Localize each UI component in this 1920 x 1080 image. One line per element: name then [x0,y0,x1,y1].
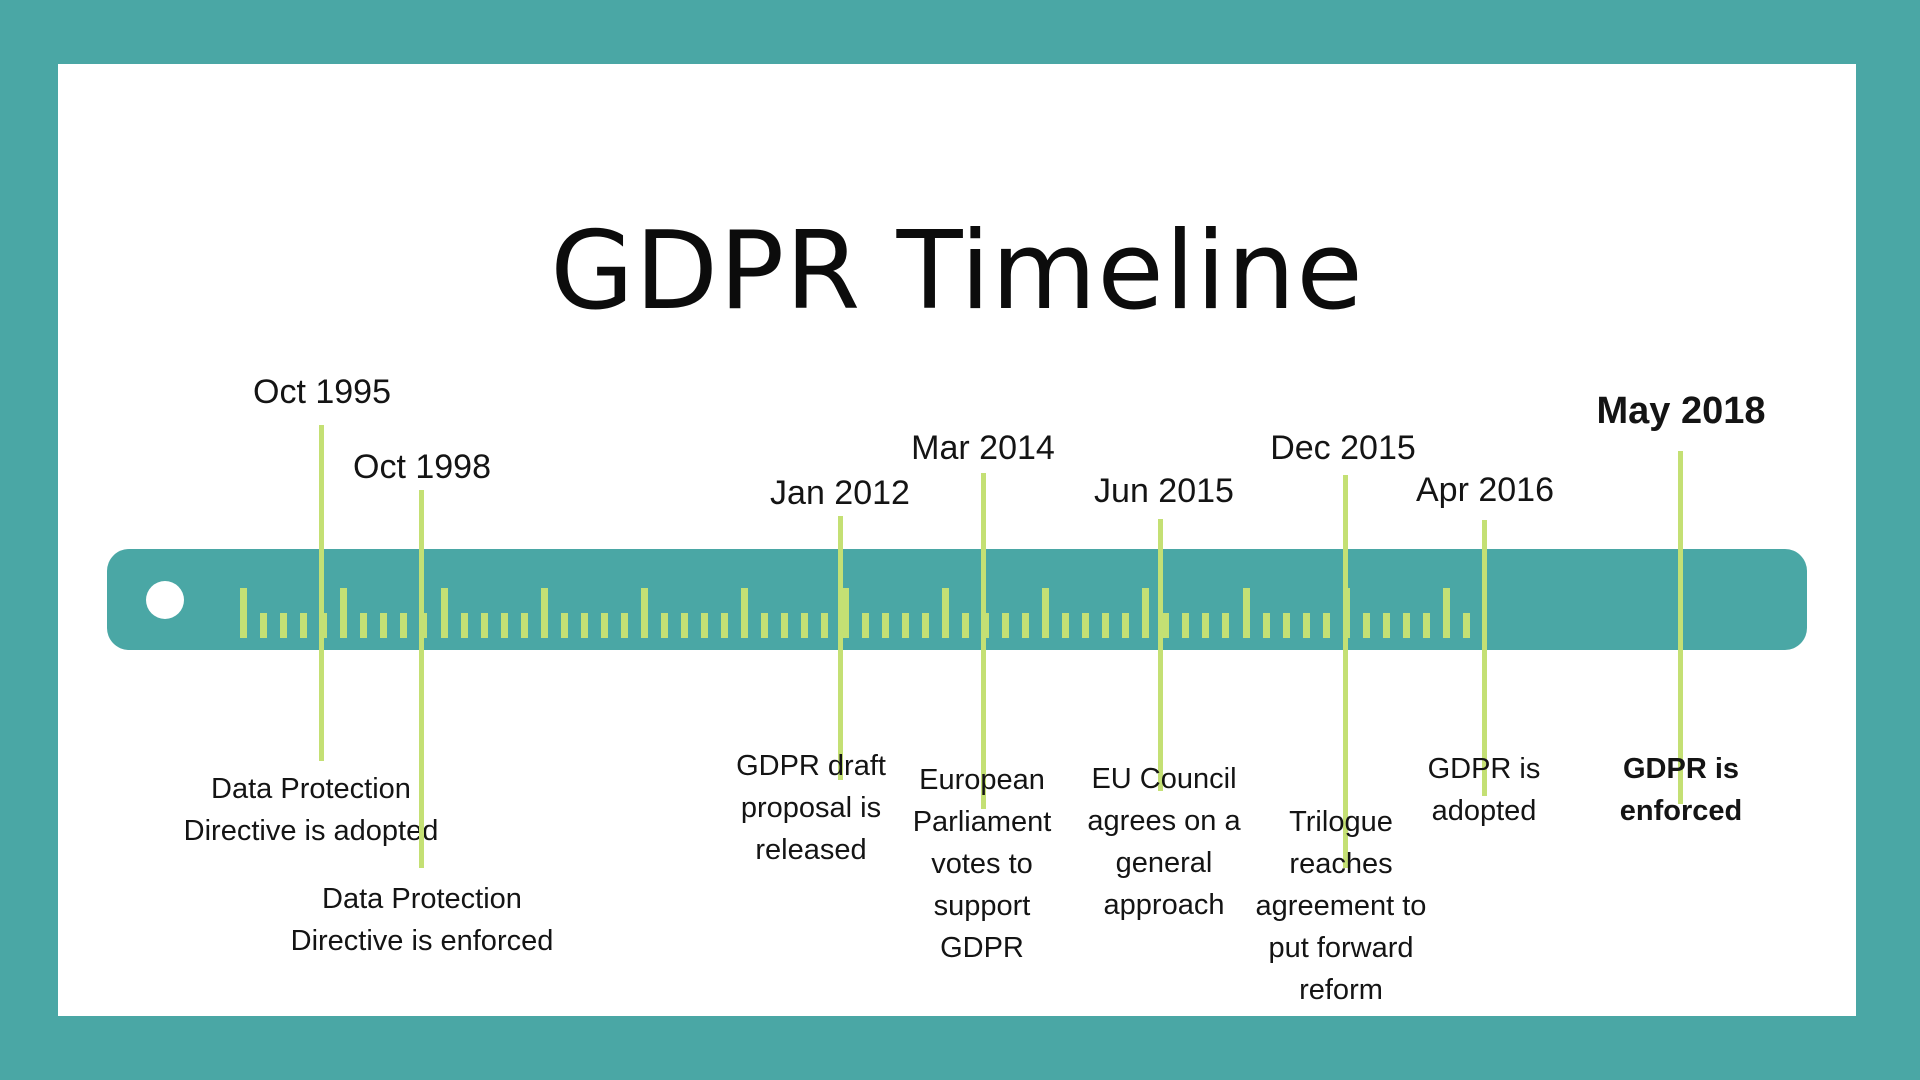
ruler-tick [962,613,969,638]
ruler-tick [1182,613,1189,638]
ruler-tick [420,613,427,638]
ruler-tick [581,613,588,638]
ruler-tick [1283,613,1290,638]
ruler-tick [1363,613,1370,638]
ruler-tick [1243,588,1250,638]
event-date-oct-1998: Oct 1998 [353,448,491,486]
ruler-tick [521,613,528,638]
ruler-tick [882,613,889,638]
event-date-oct-1995: Oct 1995 [253,373,391,411]
ruler-tick [340,588,347,638]
ruler-tick [461,613,468,638]
ruler-tick [621,613,628,638]
ruler-tick [1162,613,1169,638]
ruler-tick [1042,588,1049,638]
ruler-tick [1142,588,1149,638]
ruler-tick [1002,613,1009,638]
ruler-tick [1202,613,1209,638]
ruler-tick [400,613,407,638]
ruler-tick [260,613,267,638]
event-description-oct-1998: Data Protection Directive is enforced [290,883,554,957]
ruler-tick [842,588,849,638]
event-stem-may-2018 [1678,451,1683,804]
event-description-apr-2016: GDPR is adopted [1427,753,1541,827]
event-date-apr-2016: Apr 2016 [1416,471,1554,509]
ruler-tick [661,613,668,638]
ruler-tick [721,613,728,638]
event-stem-oct-1998 [419,490,424,868]
ruler-tick [1323,613,1330,638]
ruler-tick [902,613,909,638]
event-stem-jan-2012 [838,516,843,780]
ruler-tick [360,613,367,638]
event-description-mar-2014: European Parliament votes to support GDP… [912,764,1052,964]
ruler-tick [501,613,508,638]
event-stem-dec-2015 [1343,475,1348,868]
ruler-tick [320,613,327,638]
event-stem-mar-2014 [981,473,986,809]
ruler-tick [741,588,748,638]
ruler-tick [922,613,929,638]
ruler-tick [240,588,247,638]
event-stem-jun-2015 [1158,519,1163,791]
ruler-tick [1102,613,1109,638]
ruler-tick [862,613,869,638]
ruler-tick [1303,613,1310,638]
page-title: GDPR Timeline [550,209,1364,334]
ruler-tick [1222,613,1229,638]
ruler-tick [801,613,808,638]
ruler-tick [781,613,788,638]
ruler-tick [300,613,307,638]
ruler-tick [481,613,488,638]
event-date-mar-2014: Mar 2014 [911,429,1055,467]
event-description-may-2018: GDPR is enforced [1619,753,1743,827]
timeline-start-dot [146,581,184,619]
ruler-tick [280,613,287,638]
ruler-tick [1403,613,1410,638]
ruler-tick [1383,613,1390,638]
ruler-tick [541,588,548,638]
ruler-tick [982,613,989,638]
ruler-tick [681,613,688,638]
event-date-dec-2015: Dec 2015 [1270,429,1416,467]
ruler-tick [441,588,448,638]
event-stem-apr-2016 [1482,520,1487,796]
event-date-jan-2012: Jan 2012 [770,474,910,512]
ruler-tick [1423,613,1430,638]
ruler-tick [1463,613,1470,638]
ruler-tick [1343,588,1350,638]
ruler-tick [601,613,608,638]
event-description-jan-2012: GDPR draft proposal is released [736,750,886,866]
timeline-panel: GDPR Timeline Oct 1995 Data Protection D… [58,64,1856,1016]
event-stem-oct-1995 [319,425,324,761]
event-date-jun-2015: Jun 2015 [1094,472,1234,510]
ruler-tick [1082,613,1089,638]
event-description-dec-2015: Trilogue reaches agreement to put forwar… [1255,806,1427,1006]
ruler-tick [380,613,387,638]
ruler-tick [761,613,768,638]
ruler-tick [561,613,568,638]
ruler-tick [1263,613,1270,638]
ruler-tick [1062,613,1069,638]
ruler-tick [1443,588,1450,638]
ruler-tick [1122,613,1129,638]
timeline-bar [107,549,1807,650]
ruler-tick [701,613,708,638]
ruler-tick [1022,613,1029,638]
event-description-jun-2015: EU Council agrees on a general approach [1087,763,1241,921]
event-description-oct-1995: Data Protection Directive is adopted [183,773,439,847]
event-date-may-2018: May 2018 [1596,390,1766,432]
ruler-tick [821,613,828,638]
ruler-tick [641,588,648,638]
ruler-tick [942,588,949,638]
